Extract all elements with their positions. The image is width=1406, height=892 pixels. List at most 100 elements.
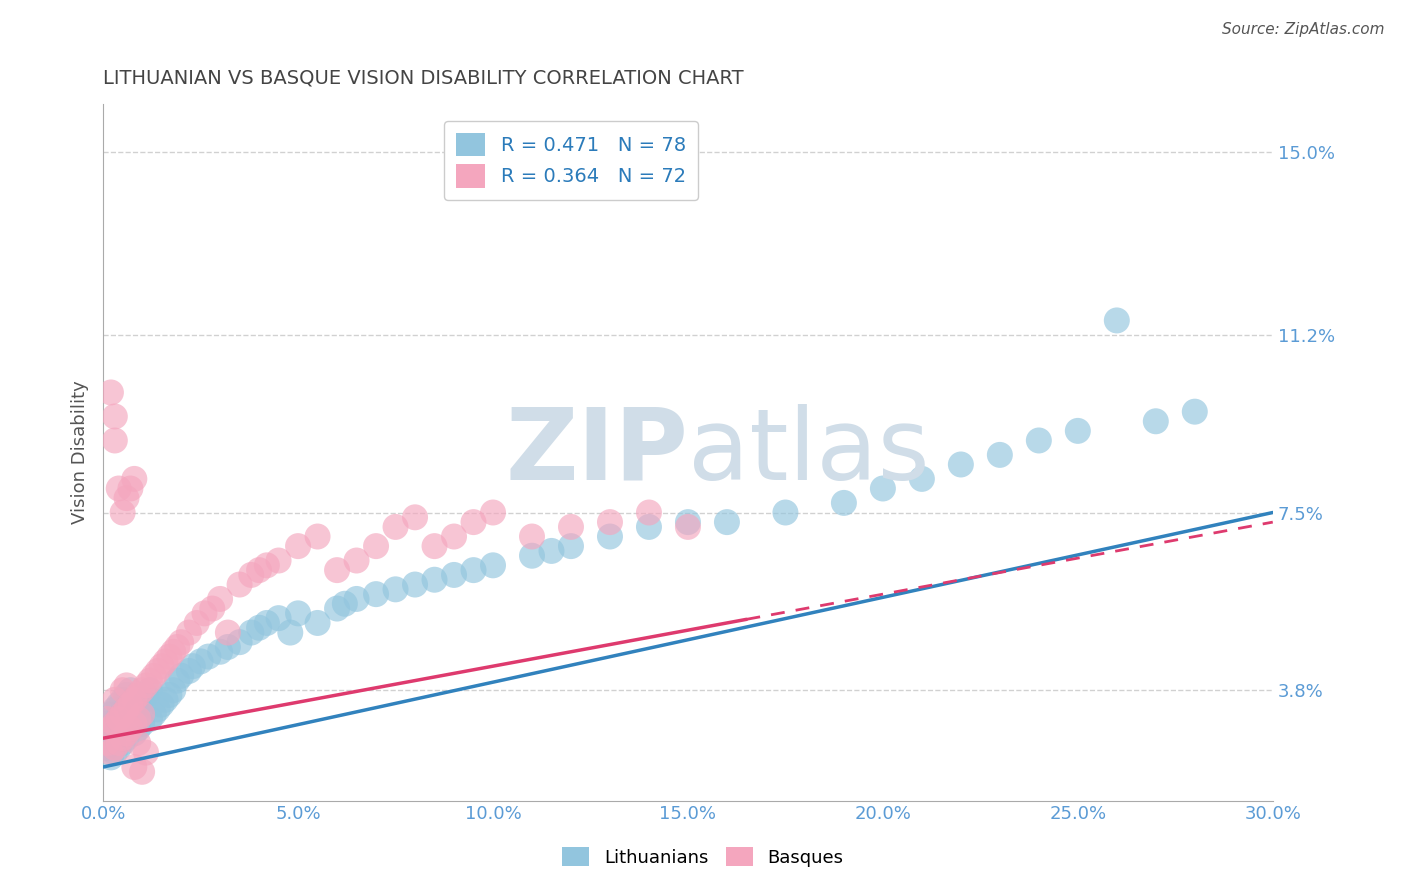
Point [190,654,212,668]
Point [676,515,699,529]
Point [162,645,184,659]
Point [107,482,129,496]
Point [131,683,153,698]
Point [96,716,118,731]
Point [135,688,157,702]
Point [228,635,250,649]
Point [146,702,169,716]
Point [100,746,122,760]
Point [988,448,1011,462]
Point [775,506,797,520]
Point [307,615,329,630]
Point [155,693,177,707]
Point [240,625,263,640]
Point [443,568,465,582]
Point [404,510,426,524]
Point [127,688,149,702]
Point [256,615,278,630]
Point [228,577,250,591]
Point [170,635,193,649]
Point [346,553,368,567]
Point [326,563,349,577]
Point [104,740,127,755]
Point [96,736,118,750]
Point [104,716,127,731]
Point [111,506,134,520]
Point [104,409,127,424]
Point [201,601,224,615]
Point [177,625,200,640]
Point [142,669,165,683]
Point [139,683,162,698]
Point [520,529,543,543]
Point [157,688,180,702]
Point [104,693,127,707]
Point [346,591,368,606]
Point [127,712,149,726]
Point [96,740,118,755]
Legend: R = 0.471   N = 78, R = 0.364   N = 72: R = 0.471 N = 78, R = 0.364 N = 72 [444,121,697,200]
Point [100,750,122,764]
Point [124,702,146,716]
Point [115,688,138,702]
Point [124,693,146,707]
Point [209,591,232,606]
Point [120,683,142,698]
Point [111,736,134,750]
Point [124,726,146,740]
Point [142,707,165,722]
Point [193,607,215,621]
Point [247,621,270,635]
Text: ZIP: ZIP [505,404,688,501]
Point [267,611,290,625]
Point [540,544,562,558]
Point [120,482,142,496]
Point [482,558,505,573]
Point [111,716,134,731]
Point [107,698,129,712]
Point [1184,405,1206,419]
Point [287,607,309,621]
Point [911,472,934,486]
Point [111,731,134,746]
Point [520,549,543,563]
Point [150,698,173,712]
Point [197,649,219,664]
Point [115,678,138,692]
Point [131,707,153,722]
Point [111,693,134,707]
Legend: Lithuanians, Basques: Lithuanians, Basques [555,840,851,874]
Point [463,563,485,577]
Point [131,764,153,779]
Point [1067,424,1090,438]
Point [100,731,122,746]
Point [120,707,142,722]
Point [333,597,356,611]
Point [247,563,270,577]
Point [115,712,138,726]
Point [124,472,146,486]
Point [115,731,138,746]
Point [115,491,138,505]
Point [443,529,465,543]
Point [150,659,173,673]
Point [100,722,122,736]
Point [104,746,127,760]
Point [127,698,149,712]
Point [155,654,177,668]
Point [111,683,134,698]
Point [1105,313,1128,327]
Point [100,385,122,400]
Point [104,434,127,448]
Point [364,539,387,553]
Point [217,625,239,640]
Text: Source: ZipAtlas.com: Source: ZipAtlas.com [1222,22,1385,37]
Point [1028,434,1050,448]
Point [146,664,169,678]
Point [100,707,122,722]
Point [135,746,157,760]
Point [278,625,301,640]
Point [127,722,149,736]
Point [638,520,661,534]
Point [949,458,972,472]
